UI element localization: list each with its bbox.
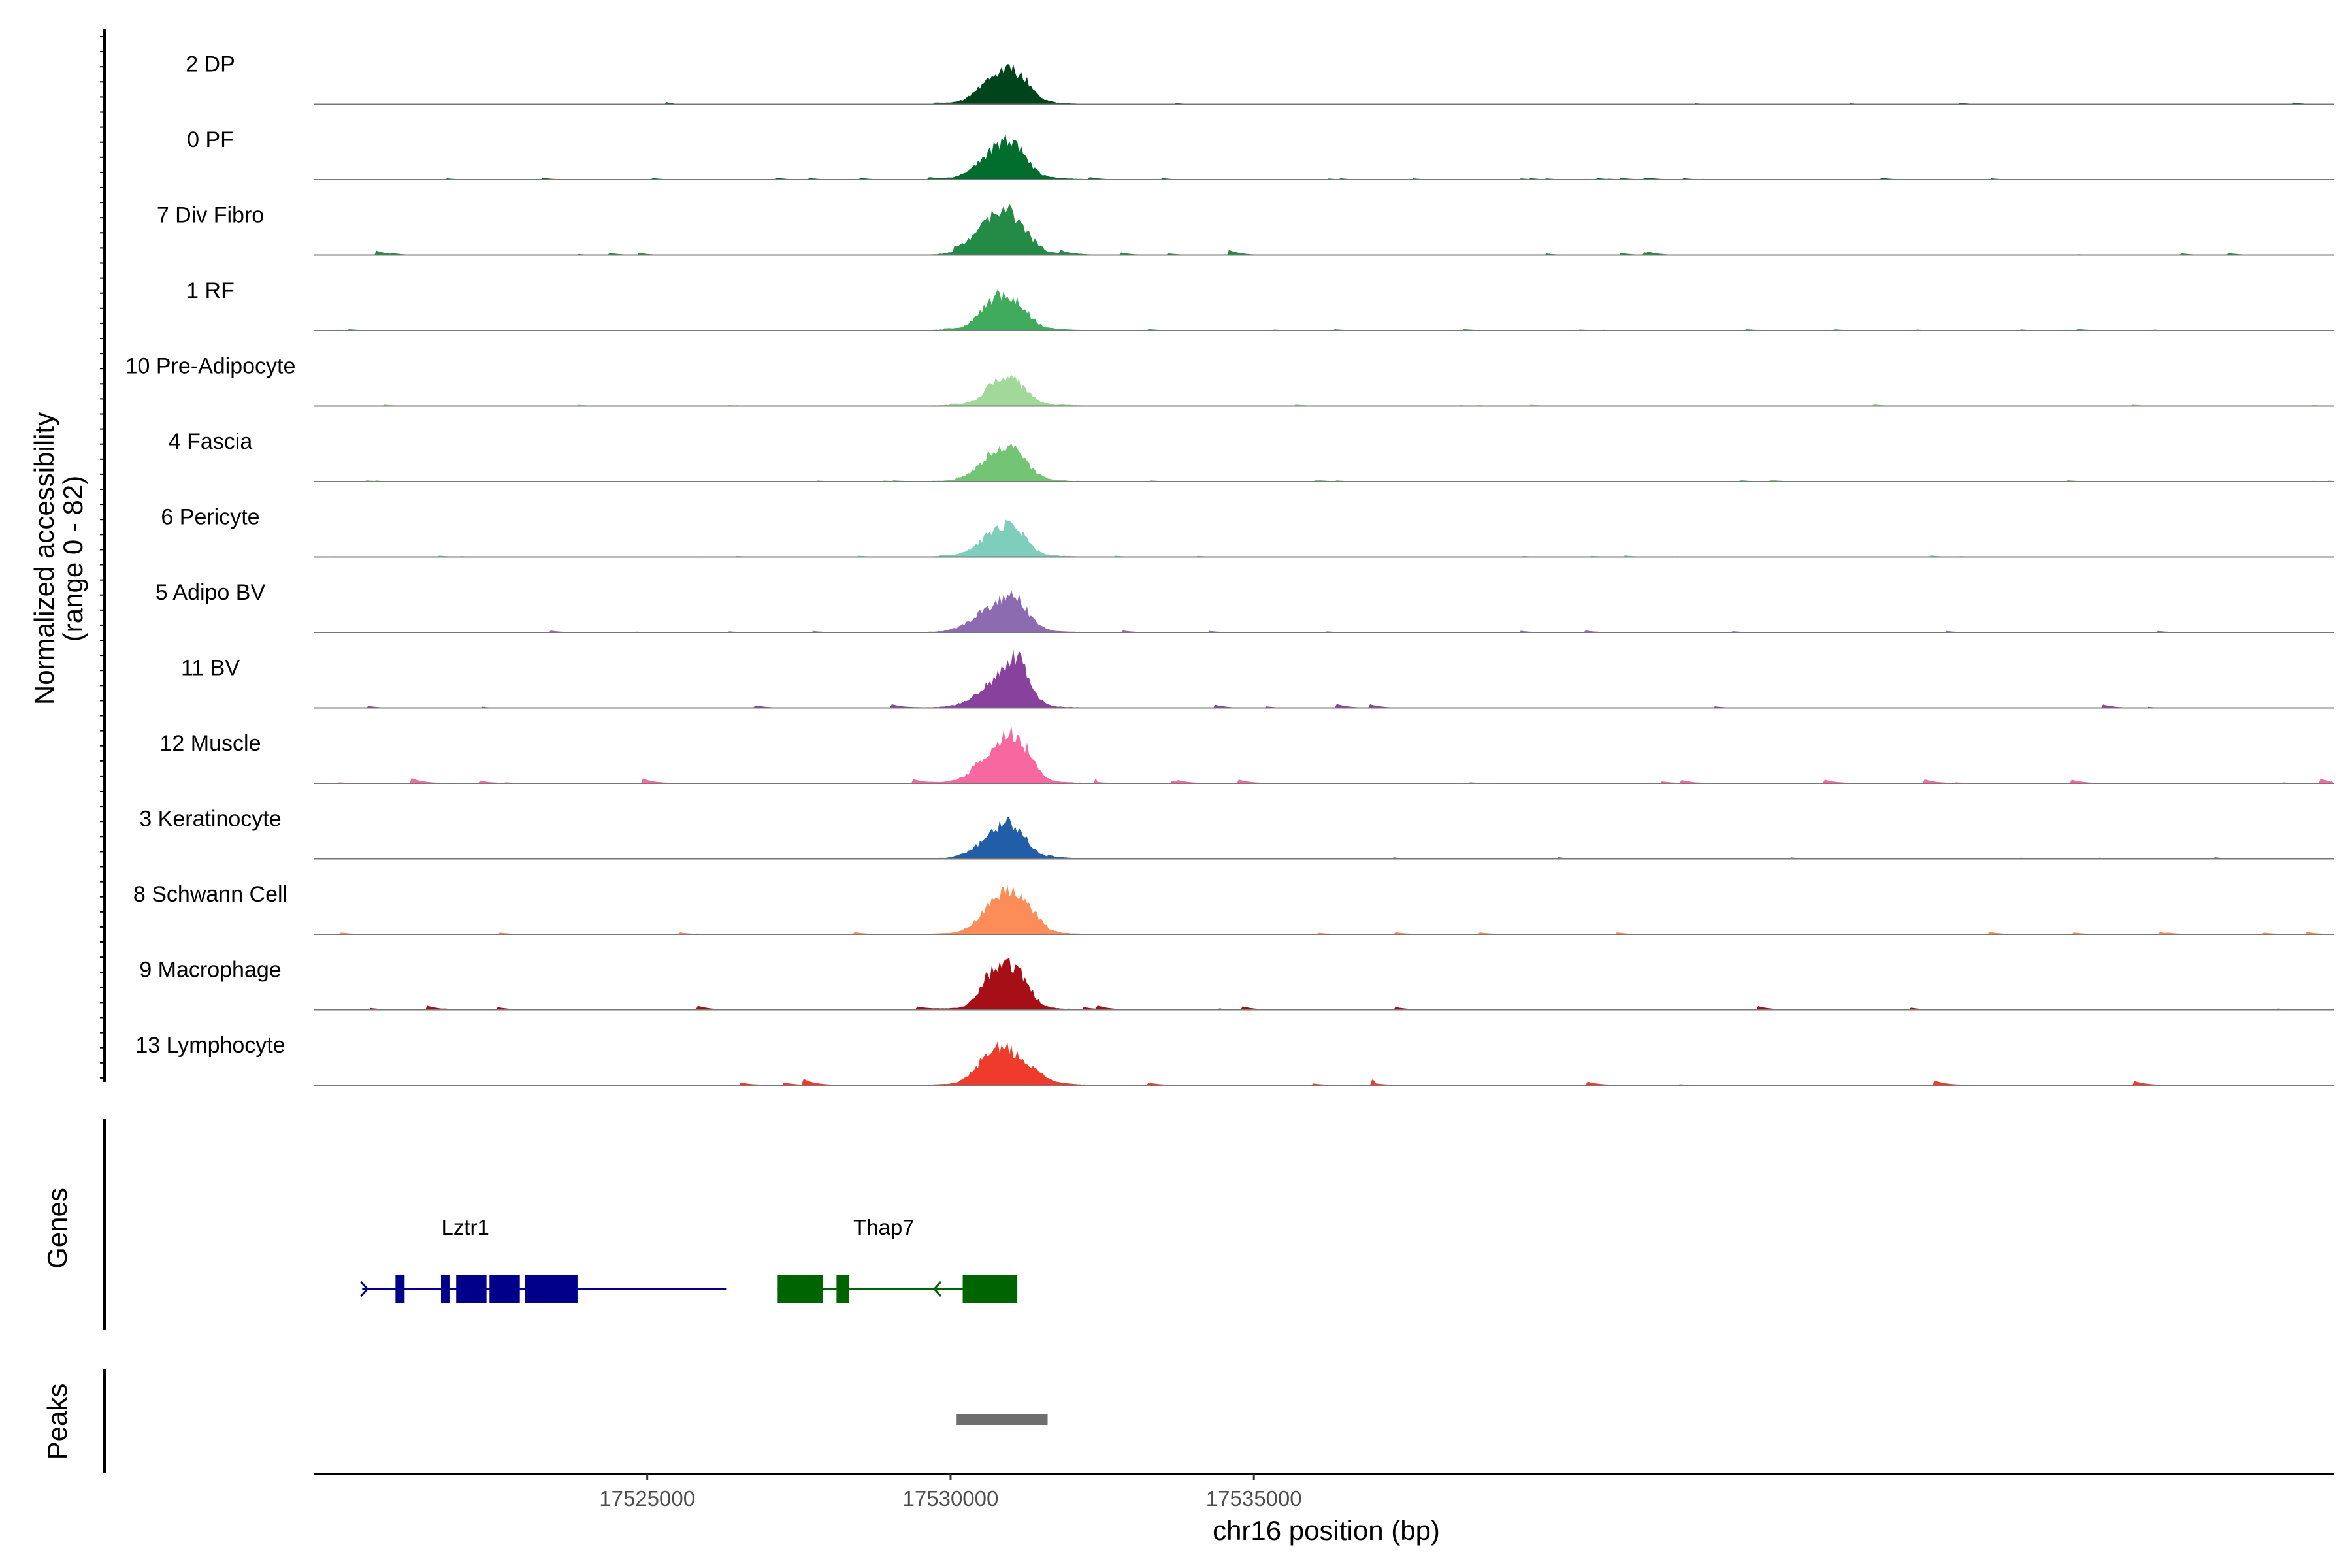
track-label: 1 RF [186, 278, 235, 303]
coverage-area [314, 374, 2334, 406]
coverage-area [314, 649, 2334, 708]
y-axis-title-line2: (range 0 - 82) [57, 476, 88, 642]
track-1-rf: 1 RF [186, 278, 2334, 331]
coverage-area [314, 884, 2334, 934]
track-label: 8 Schwann Cell [133, 882, 287, 907]
track-label: 0 PF [187, 127, 234, 152]
gene-exon [489, 1275, 520, 1303]
coverage-area [314, 958, 2334, 1010]
x-tick-label: 17525000 [599, 1486, 695, 1511]
track-10-pre-adipocyte: 10 Pre-Adipocyte [125, 354, 2334, 407]
track-label: 6 Pericyte [161, 505, 259, 530]
genes-panel-title: Genes [42, 1188, 73, 1269]
track-label: 7 Div Fibro [157, 203, 264, 228]
track-label: 2 DP [186, 52, 235, 77]
strand-arrow [360, 1281, 369, 1298]
peaks-panel-title: Peaks [42, 1384, 73, 1460]
track-3-keratinocyte: 3 Keratinocyte [139, 807, 2334, 860]
coverage-area [314, 1041, 2334, 1085]
peak-region [956, 1414, 1048, 1425]
gene-annotation-track: Lztr1 Thap7 [360, 1215, 1018, 1303]
x-axis-title: chr16 position (bp) [1213, 1515, 1440, 1546]
track-13-lymphocyte: 13 Lymphocyte [135, 1033, 2334, 1086]
track-7-div-fibro: 7 Div Fibro [157, 203, 2334, 256]
x-tick-label: 17530000 [903, 1486, 999, 1511]
track-label: 3 Keratinocyte [139, 807, 281, 832]
track-9-macrophage: 9 Macrophage [139, 958, 2334, 1011]
strand-arrow [781, 1281, 791, 1298]
gene-exon [962, 1275, 1018, 1303]
track-2-dp: 2 DP [186, 52, 2334, 105]
coverage-area [314, 444, 2334, 482]
coverage-area [314, 64, 2334, 105]
y-axis-title: Normalized accessibility (range 0 - 82) [29, 412, 88, 705]
gene-exon [440, 1275, 450, 1303]
track-0-pf: 0 PF [187, 127, 2334, 180]
gene-label: Lztr1 [441, 1215, 489, 1239]
gene-exon [777, 1275, 823, 1303]
coverage-area [314, 725, 2334, 783]
gene-exon [456, 1275, 487, 1303]
coverage-area [314, 589, 2334, 632]
gene-exon [836, 1275, 849, 1303]
track-label: 13 Lymphocyte [135, 1033, 285, 1058]
coverage-tracks: 2 DP 0 PF 7 Div Fibro 1 RF 10 Pre-Adipocyte 4… [125, 52, 2334, 1086]
x-axis-ticks: 17525000 17530000 17535000 [599, 1474, 1302, 1511]
strand-arrow [933, 1281, 942, 1298]
track-4-fascia: 4 Fascia [169, 429, 2334, 482]
track-5-adipo-bv: 5 Adipo BV [155, 580, 2334, 633]
gene-thap7: Thap7 [777, 1215, 1018, 1303]
track-12-muscle: 12 Muscle [160, 725, 2334, 784]
track-label: 11 BV [181, 656, 240, 681]
y-axis-title-line1: Normalized accessibility [29, 412, 59, 705]
peaks-track [956, 1414, 1048, 1425]
track-label: 12 Muscle [160, 731, 261, 756]
coverage-y-axis-ticks [100, 36, 105, 1079]
coverage-area [314, 289, 2334, 331]
gene-lztr1: Lztr1 [360, 1215, 727, 1303]
x-tick-label: 17535000 [1206, 1486, 1302, 1511]
coverage-area [314, 519, 2334, 557]
track-label: 9 Macrophage [139, 958, 281, 983]
coverage-area [314, 204, 2334, 255]
track-label: 5 Adipo BV [155, 580, 266, 605]
gene-exon [525, 1275, 578, 1303]
gene-exon [395, 1275, 405, 1303]
track-8-schwann-cell: 8 Schwann Cell [133, 882, 2334, 935]
coverage-area [314, 133, 2334, 180]
track-11-bv: 11 BV [181, 649, 2334, 709]
gene-label: Thap7 [853, 1215, 915, 1239]
track-label: 4 Fascia [169, 429, 253, 454]
coverage-area [314, 817, 2334, 859]
track-label: 10 Pre-Adipocyte [125, 354, 296, 379]
track-6-pericyte: 6 Pericyte [161, 505, 2334, 558]
